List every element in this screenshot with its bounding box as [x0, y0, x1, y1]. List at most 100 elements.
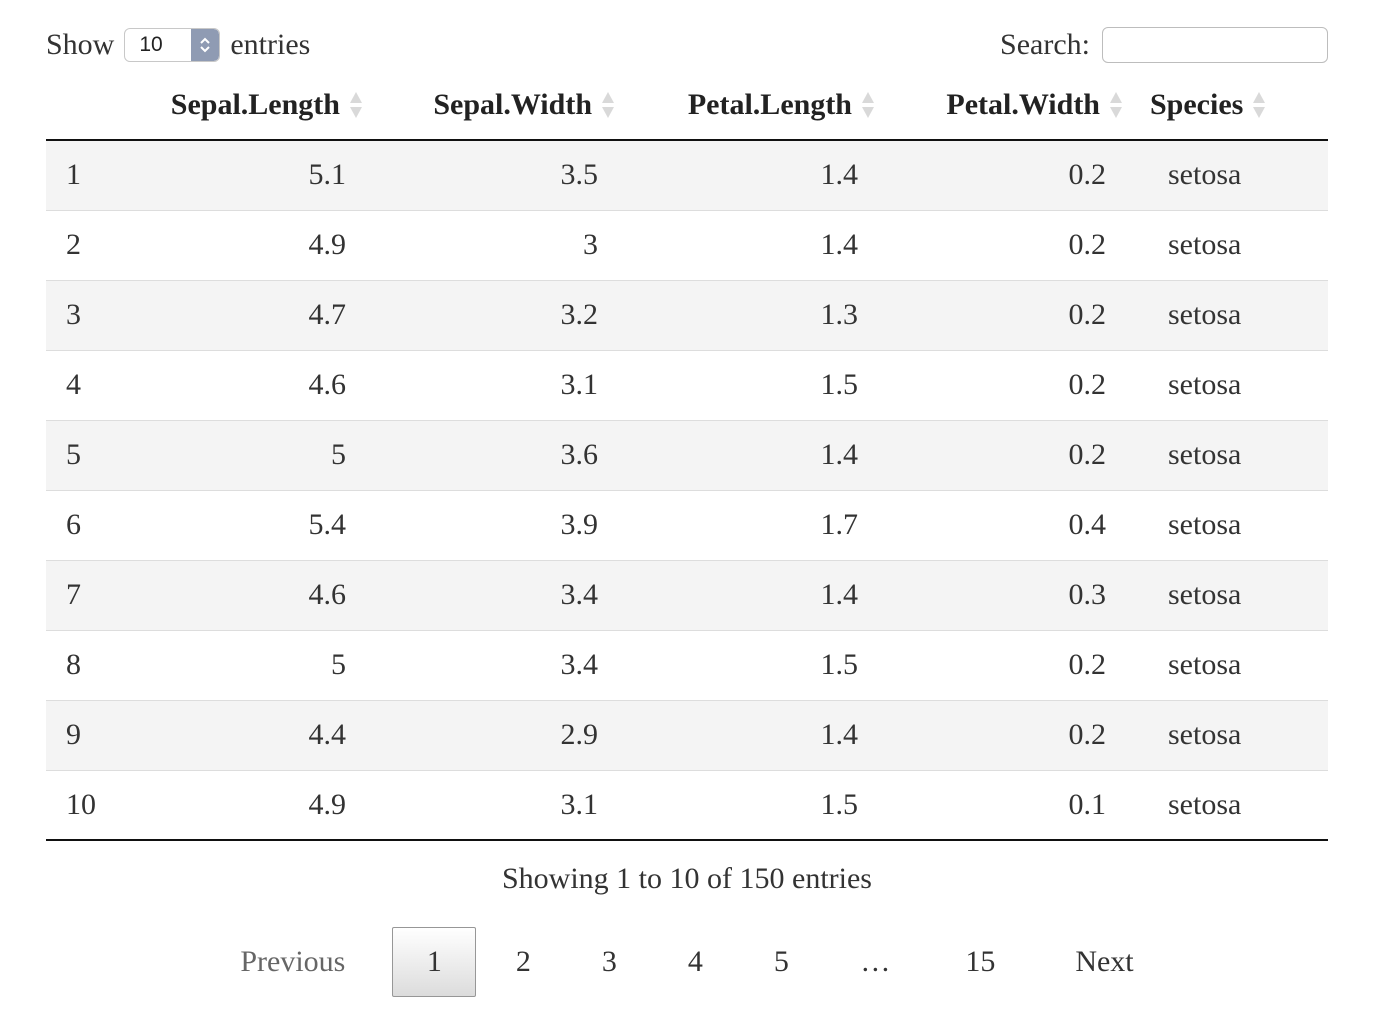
table-row: 3 4.7 3.2 1.3 0.2 setosa: [46, 279, 1328, 350]
cell-index: 9: [46, 699, 156, 770]
pagination-ellipsis: …: [860, 945, 891, 978]
cell-sepal-length: 5: [156, 419, 368, 490]
cell-petal-width: 0.2: [880, 140, 1128, 210]
sort-icon[interactable]: [600, 89, 616, 121]
column-header-sepal-length[interactable]: Sepal.Length: [156, 70, 368, 141]
sort-icon[interactable]: [1108, 89, 1124, 121]
cell-sepal-length: 5.1: [156, 140, 368, 210]
column-header-petal-length[interactable]: Petal.Length: [620, 70, 880, 141]
table-row: 9 4.4 2.9 1.4 0.2 setosa: [46, 699, 1328, 770]
search-input[interactable]: [1102, 27, 1328, 63]
table-row: 8 5 3.4 1.5 0.2 setosa: [46, 629, 1328, 700]
entries-select-value: 10: [139, 33, 163, 56]
pagination: Previous 1 2 3 4 5 … 15 Next: [46, 926, 1328, 998]
cell-sepal-width: 3.4: [368, 559, 620, 630]
data-table: Sepal.Length Sepal.Width Petal.Length Petal…: [46, 70, 1328, 841]
cell-index: 7: [46, 559, 156, 630]
cell-petal-length: 1.4: [620, 209, 880, 280]
cell-petal-width: 0.2: [880, 419, 1128, 490]
cell-species: setosa: [1128, 769, 1328, 841]
page-button-last[interactable]: 15: [965, 945, 996, 978]
cell-sepal-width: 3: [368, 209, 620, 280]
search-label: Search:: [1000, 28, 1090, 61]
table-row: 6 5.4 3.9 1.7 0.4 setosa: [46, 489, 1328, 560]
cell-species: setosa: [1128, 279, 1328, 350]
cell-sepal-length: 4.9: [156, 769, 368, 841]
cell-sepal-length: 4.9: [156, 209, 368, 280]
table-body: 1 5.1 3.5 1.4 0.2 setosa 2 4.9 3 1.4 0.2 setosa 3 4.7…: [46, 140, 1328, 841]
sort-icon[interactable]: [860, 89, 876, 121]
cell-petal-length: 1.4: [620, 699, 880, 770]
table-row: 2 4.9 3 1.4 0.2 setosa: [46, 209, 1328, 280]
cell-petal-width: 0.2: [880, 699, 1128, 770]
column-header-label: Sepal.Width: [433, 87, 592, 121]
cell-species: setosa: [1128, 140, 1328, 210]
cell-petal-width: 0.4: [880, 489, 1128, 560]
cell-sepal-width: 3.9: [368, 489, 620, 560]
cell-sepal-width: 3.6: [368, 419, 620, 490]
table-row: 10 4.9 3.1 1.5 0.1 setosa: [46, 769, 1328, 841]
cell-petal-width: 0.2: [880, 629, 1128, 700]
cell-species: setosa: [1128, 699, 1328, 770]
cell-sepal-length: 5: [156, 629, 368, 700]
column-header-species[interactable]: Species: [1128, 70, 1328, 141]
cell-species: setosa: [1128, 629, 1328, 700]
table-row: 5 5 3.6 1.4 0.2 setosa: [46, 419, 1328, 490]
previous-button[interactable]: Previous: [240, 945, 346, 978]
select-updown-icon: [191, 29, 220, 61]
cell-sepal-length: 5.4: [156, 489, 368, 560]
cell-petal-width: 0.1: [880, 769, 1128, 841]
page-button-1[interactable]: 1: [392, 927, 477, 997]
column-header-label: Petal.Length: [687, 87, 852, 121]
page-button-3[interactable]: 3: [601, 945, 617, 978]
cell-sepal-width: 3.4: [368, 629, 620, 700]
cell-sepal-width: 3.2: [368, 279, 620, 350]
cell-index: 2: [46, 209, 156, 280]
table-row: 7 4.6 3.4 1.4 0.3 setosa: [46, 559, 1328, 630]
cell-index: 3: [46, 279, 156, 350]
cell-index: 5: [46, 419, 156, 490]
cell-index: 8: [46, 629, 156, 700]
cell-sepal-width: 3.1: [368, 769, 620, 841]
cell-species: setosa: [1128, 349, 1328, 420]
column-header-label: Petal.Width: [946, 87, 1100, 121]
cell-petal-length: 1.4: [620, 419, 880, 490]
show-label: Show: [46, 28, 115, 61]
cell-species: setosa: [1128, 489, 1328, 560]
cell-sepal-length: 4.6: [156, 559, 368, 630]
cell-petal-length: 1.7: [620, 489, 880, 560]
column-header-label: Species: [1150, 87, 1244, 121]
column-header-index: [46, 70, 156, 141]
cell-petal-length: 1.4: [620, 559, 880, 630]
cell-species: setosa: [1128, 419, 1328, 490]
sort-icon[interactable]: [1251, 89, 1267, 121]
table-info: Showing 1 to 10 of 150 entries: [502, 862, 872, 895]
column-header-petal-width[interactable]: Petal.Width: [880, 70, 1128, 141]
cell-petal-width: 0.2: [880, 349, 1128, 420]
cell-petal-length: 1.5: [620, 769, 880, 841]
cell-index: 10: [46, 769, 156, 841]
cell-petal-width: 0.2: [880, 279, 1128, 350]
cell-sepal-length: 4.4: [156, 699, 368, 770]
cell-sepal-width: 2.9: [368, 699, 620, 770]
page-button-5[interactable]: 5: [773, 945, 789, 978]
page-button-4[interactable]: 4: [687, 945, 703, 978]
entries-select[interactable]: 10: [124, 28, 221, 62]
cell-index: 1: [46, 140, 156, 210]
cell-species: setosa: [1128, 559, 1328, 630]
entries-label: entries: [230, 28, 311, 61]
next-button[interactable]: Next: [1075, 945, 1134, 978]
cell-petal-length: 1.3: [620, 279, 880, 350]
cell-sepal-width: 3.1: [368, 349, 620, 420]
table-row: 1 5.1 3.5 1.4 0.2 setosa: [46, 140, 1328, 210]
column-header-sepal-width[interactable]: Sepal.Width: [368, 70, 620, 141]
cell-sepal-length: 4.6: [156, 349, 368, 420]
sort-icon[interactable]: [348, 89, 364, 121]
cell-petal-width: 0.3: [880, 559, 1128, 630]
search-control: Search:: [1000, 26, 1328, 64]
cell-sepal-length: 4.7: [156, 279, 368, 350]
cell-sepal-width: 3.5: [368, 140, 620, 210]
cell-index: 4: [46, 349, 156, 420]
page-button-2[interactable]: 2: [515, 945, 531, 978]
cell-petal-length: 1.5: [620, 349, 880, 420]
